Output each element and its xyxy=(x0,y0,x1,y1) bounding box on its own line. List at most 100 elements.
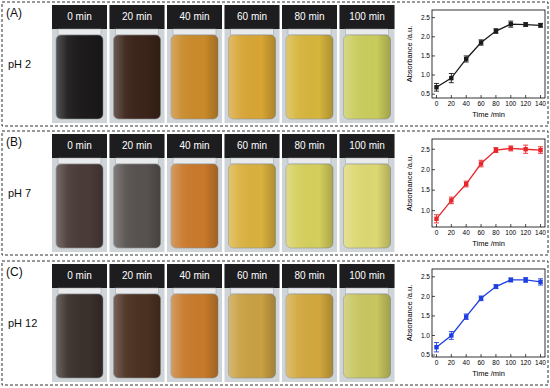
vial-cap xyxy=(52,264,107,288)
error-bar xyxy=(434,215,439,223)
vial-glare xyxy=(114,35,161,119)
error-bar xyxy=(434,83,439,91)
error-bar xyxy=(523,278,528,283)
error-cap xyxy=(434,83,439,84)
photo-background xyxy=(225,264,280,382)
vial-glare xyxy=(114,294,161,378)
x-tick-label: 0 xyxy=(435,229,439,236)
panel-label: (C) xyxy=(6,265,23,279)
y-tick xyxy=(432,36,435,37)
error-cap xyxy=(464,181,469,182)
panel: (B)pH 70 min20 min40 min60 min80 min100 … xyxy=(2,131,548,255)
time-label: 60 min xyxy=(237,270,267,281)
vial-glare xyxy=(229,294,276,378)
vial-liquid xyxy=(229,164,276,248)
photo-background xyxy=(110,264,165,382)
error-bar xyxy=(434,343,439,352)
time-label: 40 min xyxy=(179,11,209,22)
data-point xyxy=(479,40,483,44)
vial-liquid xyxy=(114,35,161,119)
data-point xyxy=(494,284,498,288)
vial-neck xyxy=(346,158,389,164)
error-bar xyxy=(449,197,454,204)
error-cap xyxy=(464,55,469,56)
error-cap xyxy=(523,153,528,154)
panel: (C)pH 120 min20 min40 min60 min80 min100… xyxy=(2,261,548,385)
x-tick xyxy=(495,224,496,227)
vial-neck xyxy=(116,158,159,164)
chart: 0204060801001201401.01.52.02.5Time /minA… xyxy=(405,139,546,248)
plot-frame xyxy=(432,139,545,227)
photo-background xyxy=(167,264,222,382)
vial-cap xyxy=(340,134,395,158)
condition-label: pH 7 xyxy=(8,187,31,199)
time-label: 0 min xyxy=(67,140,91,151)
vial-liquid xyxy=(344,294,391,378)
y-tick-label: 2.0 xyxy=(421,166,430,173)
error-cap xyxy=(434,91,439,92)
data-point xyxy=(523,147,527,151)
vial-photo: 20 min xyxy=(110,264,165,382)
time-label: 20 min xyxy=(122,11,152,22)
time-label: 100 min xyxy=(349,140,385,151)
vial-cap xyxy=(225,264,280,288)
vial-neck xyxy=(58,288,101,294)
error-bar xyxy=(523,145,528,153)
error-cap xyxy=(434,214,439,215)
vial-liquid xyxy=(171,164,218,248)
data-point xyxy=(494,148,498,152)
y-tick xyxy=(432,75,435,76)
condition-label: pH 12 xyxy=(8,317,37,329)
vial-neck xyxy=(231,29,274,35)
vial-cap xyxy=(110,134,165,158)
data-point xyxy=(538,280,542,284)
error-cap xyxy=(479,45,484,46)
y-tick xyxy=(432,17,435,18)
vial-cap xyxy=(282,134,337,158)
error-bar xyxy=(493,285,498,289)
x-tick xyxy=(510,224,511,227)
time-label: 80 min xyxy=(294,270,324,281)
y-tick-label: 1.0 xyxy=(421,332,430,339)
error-bar xyxy=(508,278,513,282)
data-line xyxy=(436,148,540,218)
vial-liquid xyxy=(171,294,218,378)
y-tick-label: 1.0 xyxy=(421,207,430,214)
vial-glare xyxy=(171,164,218,248)
y-tick-label: 1.5 xyxy=(421,312,430,319)
vial-liquid xyxy=(56,164,103,248)
panel-border xyxy=(2,2,548,126)
vial-neck xyxy=(231,158,274,164)
x-tick-label: 20 xyxy=(448,229,456,236)
photo-background xyxy=(52,264,107,382)
x-tick xyxy=(466,354,467,357)
error-cap xyxy=(434,222,439,223)
error-cap xyxy=(449,203,454,204)
data-line xyxy=(436,280,540,347)
vial-neck xyxy=(288,158,331,164)
vial-neck xyxy=(346,288,389,294)
data-point xyxy=(509,278,513,282)
x-tick xyxy=(510,354,511,357)
error-bar xyxy=(449,332,454,340)
vial-cap xyxy=(282,264,337,288)
x-axis-label: Time /min xyxy=(472,110,505,119)
panel: (A)pH 20 min20 min40 min60 min80 min100 … xyxy=(2,2,548,126)
x-tick xyxy=(540,354,541,357)
error-cap xyxy=(479,39,484,40)
y-tick xyxy=(432,276,435,277)
vial-neck xyxy=(116,288,159,294)
y-axis-label: Absorbance /a.u. xyxy=(405,155,414,212)
error-cap xyxy=(449,82,454,83)
photo-background xyxy=(110,134,165,252)
x-tick-label: 120 xyxy=(520,100,531,107)
time-label: 100 min xyxy=(349,11,385,22)
vial-liquid xyxy=(286,164,333,248)
data-point xyxy=(464,182,468,186)
error-cap xyxy=(538,153,543,154)
vial-glare xyxy=(56,164,103,248)
y-tick-label: 2.0 xyxy=(421,293,430,300)
y-tick-label: 2.0 xyxy=(421,33,430,40)
x-tick xyxy=(451,95,452,98)
data-point xyxy=(523,278,527,282)
